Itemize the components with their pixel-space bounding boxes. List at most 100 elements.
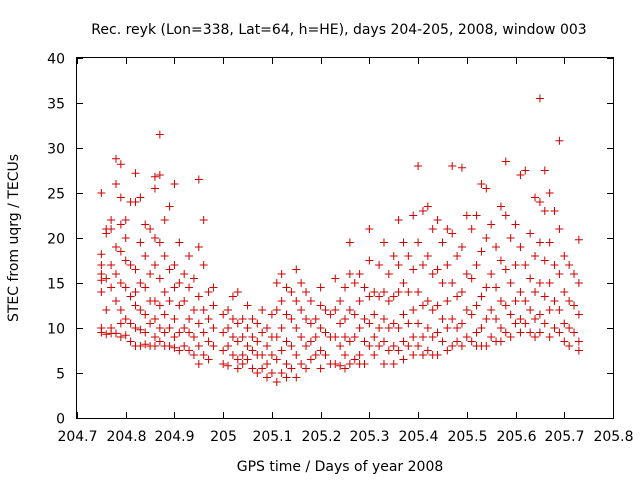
data-point	[409, 306, 418, 314]
data-point	[404, 288, 413, 296]
data-point	[102, 274, 111, 283]
data-point	[574, 279, 583, 287]
data-point	[306, 297, 315, 305]
data-point	[409, 333, 418, 341]
data-point	[457, 288, 466, 296]
data-point	[555, 306, 564, 314]
data-point	[526, 306, 535, 314]
data-point	[141, 328, 150, 337]
data-point	[292, 265, 301, 274]
data-point	[248, 333, 257, 341]
data-point	[185, 346, 194, 355]
data-point	[535, 198, 544, 206]
x-tick-label: 204.8	[106, 429, 146, 445]
data-point	[394, 324, 403, 332]
data-point	[321, 351, 330, 359]
data-point	[107, 283, 116, 292]
data-point	[189, 351, 198, 359]
data-point	[506, 279, 515, 287]
data-point	[560, 288, 569, 296]
data-point	[453, 324, 462, 332]
data-point	[418, 351, 427, 359]
data-point	[399, 337, 408, 346]
data-point	[438, 238, 447, 247]
data-point	[438, 337, 447, 346]
data-point	[170, 180, 179, 188]
data-point	[457, 319, 466, 328]
data-point	[175, 279, 184, 287]
data-point	[467, 310, 476, 319]
data-point	[399, 355, 408, 364]
data-point	[496, 256, 505, 265]
x-tick-label: 205.4	[398, 429, 438, 445]
data-point	[467, 337, 476, 346]
y-tick-label: 5	[56, 367, 65, 383]
data-point	[165, 342, 174, 350]
data-point	[550, 207, 559, 215]
data-point	[574, 346, 583, 355]
data-point	[126, 261, 135, 269]
data-point	[267, 310, 276, 319]
data-point	[399, 238, 408, 247]
data-point	[516, 315, 525, 323]
data-point	[302, 364, 311, 373]
data-point	[341, 315, 349, 323]
data-point	[116, 220, 125, 229]
data-point	[121, 315, 130, 323]
x-tick-label: 205	[210, 429, 237, 445]
data-point	[102, 330, 111, 339]
data-point	[209, 283, 218, 292]
data-point	[428, 333, 437, 341]
data-point	[365, 319, 374, 328]
data-point	[526, 274, 535, 283]
data-point	[97, 250, 106, 259]
data-point	[160, 252, 169, 260]
data-point	[155, 274, 164, 283]
data-point	[107, 216, 116, 224]
data-point	[453, 292, 462, 301]
data-point	[418, 301, 427, 310]
data-point	[204, 337, 213, 346]
data-point	[160, 328, 169, 337]
data-point	[131, 265, 140, 274]
data-point	[535, 279, 544, 287]
data-point	[433, 351, 442, 359]
data-point	[355, 297, 364, 305]
data-point	[360, 283, 369, 292]
data-point	[428, 225, 437, 233]
data-point	[224, 324, 233, 332]
data-point	[170, 261, 179, 269]
data-point	[506, 310, 515, 319]
data-point	[150, 297, 159, 305]
data-point	[457, 243, 466, 251]
data-point	[155, 238, 164, 247]
data-point	[394, 216, 403, 224]
data-point	[243, 355, 252, 364]
data-point	[492, 243, 501, 251]
y-tick-label: 15	[47, 277, 65, 293]
data-point	[228, 333, 237, 341]
data-point	[336, 342, 345, 350]
data-point	[414, 238, 423, 247]
data-point	[516, 171, 525, 179]
data-point	[341, 364, 349, 373]
data-point	[453, 252, 462, 260]
data-point	[111, 154, 120, 163]
x-tick-label: 205.8	[593, 429, 633, 445]
data-point	[189, 333, 198, 341]
data-point	[379, 315, 388, 323]
y-tick-label: 0	[56, 412, 65, 428]
data-point	[448, 342, 457, 350]
data-point	[297, 306, 306, 314]
data-point	[292, 351, 301, 359]
data-point	[443, 261, 452, 269]
data-point	[116, 247, 125, 256]
data-point	[194, 243, 203, 251]
data-point	[175, 328, 184, 337]
data-point	[272, 279, 281, 287]
scatter-points	[97, 94, 583, 386]
data-point	[384, 297, 393, 305]
data-point	[248, 364, 257, 373]
data-point	[243, 342, 252, 350]
